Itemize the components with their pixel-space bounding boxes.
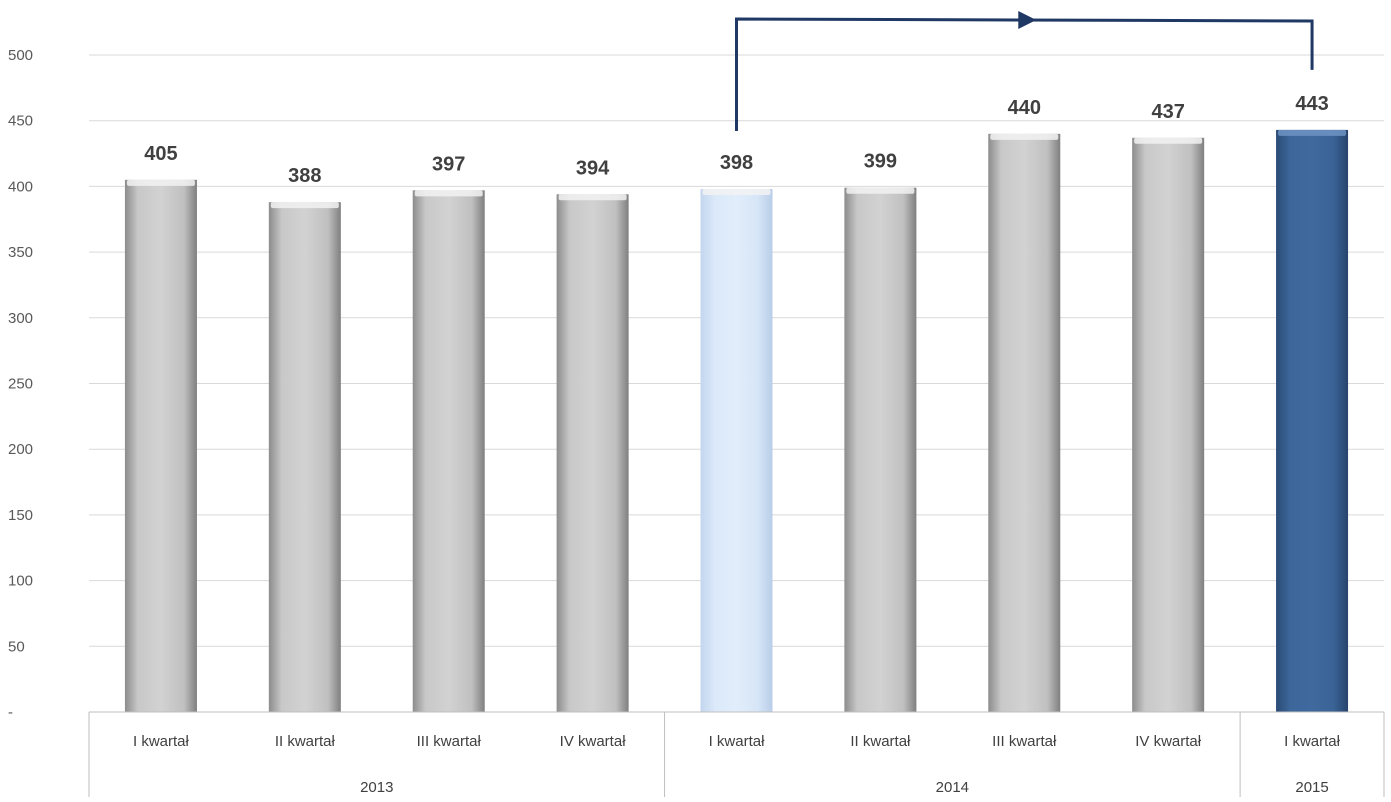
y-axis-tick-labels: - 50 100 150 200 250 300 350 400 450 500 bbox=[8, 47, 33, 721]
x-category-label: I kwartał bbox=[133, 733, 190, 750]
bars bbox=[124, 129, 1349, 713]
bar-top-highlight bbox=[558, 194, 627, 201]
x-axis: I kwartał II kwartał III kwartał IV kwartał… bbox=[88, 711, 1385, 797]
x-group-label: 2013 bbox=[360, 779, 393, 796]
arrowhead-icon bbox=[1018, 11, 1037, 29]
data-labels: 405 388 397 394 398 399 440 437 443 bbox=[144, 93, 1328, 187]
x-group-label: 2015 bbox=[1295, 779, 1328, 796]
x-category-label: II kwartał bbox=[275, 733, 336, 750]
y-tick-label: 150 bbox=[8, 507, 33, 524]
bar-top-highlight bbox=[1278, 129, 1347, 136]
bar bbox=[124, 179, 197, 712]
bar-top-highlight bbox=[414, 190, 483, 197]
data-label: 399 bbox=[864, 151, 897, 173]
y-tick-label: 400 bbox=[8, 178, 33, 195]
annotation-arrow bbox=[735, 11, 1314, 132]
bar bbox=[1132, 137, 1205, 713]
bar-top-highlight bbox=[1134, 137, 1203, 144]
bar-top-highlight bbox=[846, 187, 915, 194]
data-label: 443 bbox=[1295, 93, 1328, 115]
bar bbox=[556, 194, 629, 712]
bar-top-highlight bbox=[702, 189, 771, 196]
bar bbox=[844, 187, 917, 713]
y-tick-label: 350 bbox=[8, 244, 33, 261]
data-label: 397 bbox=[432, 153, 465, 175]
x-category-label: II kwartał bbox=[850, 733, 911, 750]
data-label: 405 bbox=[144, 143, 177, 165]
x-category-label: I kwartał bbox=[1284, 733, 1341, 750]
x-category-label: III kwartał bbox=[992, 733, 1057, 750]
x-category-label: IV kwartał bbox=[1135, 733, 1202, 750]
y-tick-label: 250 bbox=[8, 376, 33, 393]
y-tick-label: 300 bbox=[8, 310, 33, 327]
y-tick-label: - bbox=[8, 704, 13, 721]
bar bbox=[700, 189, 773, 712]
bar-top-highlight bbox=[270, 202, 339, 209]
x-category-label: III kwartał bbox=[417, 733, 482, 750]
bar bbox=[988, 133, 1061, 713]
y-tick-label: 200 bbox=[8, 441, 33, 458]
data-label: 388 bbox=[288, 165, 321, 187]
y-tick-label: 50 bbox=[8, 638, 25, 655]
y-tick-label: 100 bbox=[8, 573, 33, 590]
data-label: 440 bbox=[1008, 97, 1041, 119]
x-category-label: I kwartał bbox=[709, 733, 766, 750]
data-label: 398 bbox=[720, 152, 753, 174]
y-tick-label: 500 bbox=[8, 47, 33, 64]
data-label: 437 bbox=[1151, 101, 1184, 123]
bar bbox=[1276, 129, 1349, 712]
bar bbox=[268, 202, 341, 712]
x-group-label: 2014 bbox=[936, 779, 969, 796]
bar bbox=[412, 190, 485, 713]
y-tick-label: 450 bbox=[8, 113, 33, 130]
x-category-label: IV kwartał bbox=[560, 733, 627, 750]
bar-top-highlight bbox=[126, 179, 195, 186]
bar-top-highlight bbox=[990, 133, 1059, 140]
data-label: 394 bbox=[576, 157, 610, 179]
